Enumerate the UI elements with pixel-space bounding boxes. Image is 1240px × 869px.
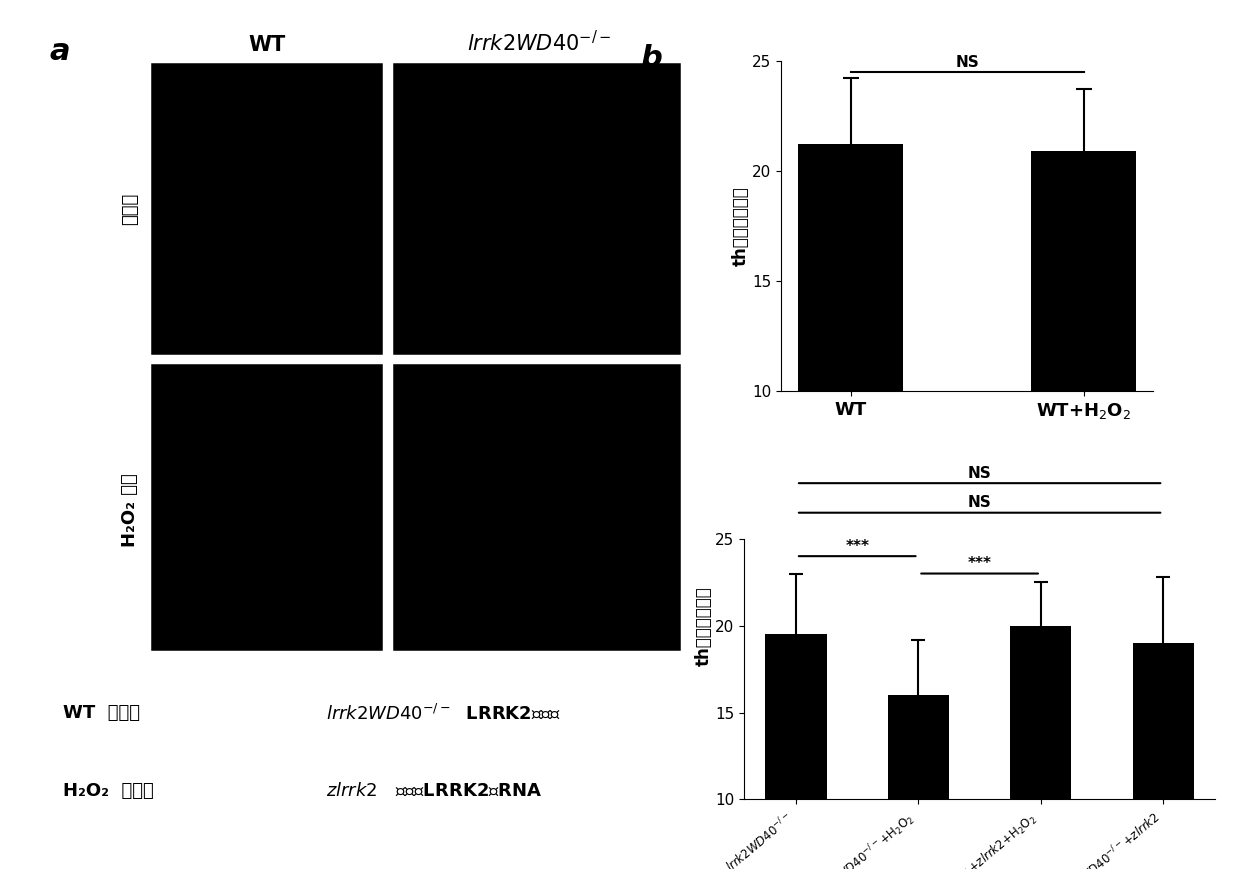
Text: WT: WT xyxy=(248,35,285,55)
Bar xyxy=(1032,151,1136,611)
Text: $\it{zlrrk2}$   斑马鱼LRRK2的RNA: $\it{zlrrk2}$ 斑马鱼LRRK2的RNA xyxy=(326,782,542,800)
Text: NS: NS xyxy=(967,495,992,510)
Bar xyxy=(1132,643,1194,869)
Y-axis label: th阳性细胞计数: th阳性细胞计数 xyxy=(732,186,749,266)
Bar xyxy=(1011,626,1071,869)
Text: NS: NS xyxy=(955,55,980,70)
Bar xyxy=(888,695,949,869)
Text: $\it{lrrk2WD40^{-/-}}$: $\it{lrrk2WD40^{-/-}}$ xyxy=(467,30,611,55)
Text: ***: *** xyxy=(967,556,992,571)
Bar xyxy=(391,61,682,356)
Text: a: a xyxy=(50,37,71,66)
Text: b: b xyxy=(640,44,662,73)
Text: $\it{lrrk2WD40^{-/-}}$  LRRK2突变系: $\it{lrrk2WD40^{-/-}}$ LRRK2突变系 xyxy=(326,704,560,723)
Bar xyxy=(765,634,827,869)
Text: 无处理: 无处理 xyxy=(122,192,139,225)
Text: NS: NS xyxy=(967,466,992,481)
Bar xyxy=(149,362,384,652)
Text: H₂O₂  双氧水: H₂O₂ 双氧水 xyxy=(63,782,154,800)
Y-axis label: th阳性细胞计数: th阳性细胞计数 xyxy=(694,586,712,666)
Text: ***: *** xyxy=(846,539,869,554)
Text: H₂O₂ 处理: H₂O₂ 处理 xyxy=(122,473,139,547)
Bar xyxy=(149,61,384,356)
Text: WT  野生型: WT 野生型 xyxy=(63,704,140,722)
Bar xyxy=(799,144,903,611)
Text: c: c xyxy=(613,410,630,439)
Bar xyxy=(391,362,682,652)
